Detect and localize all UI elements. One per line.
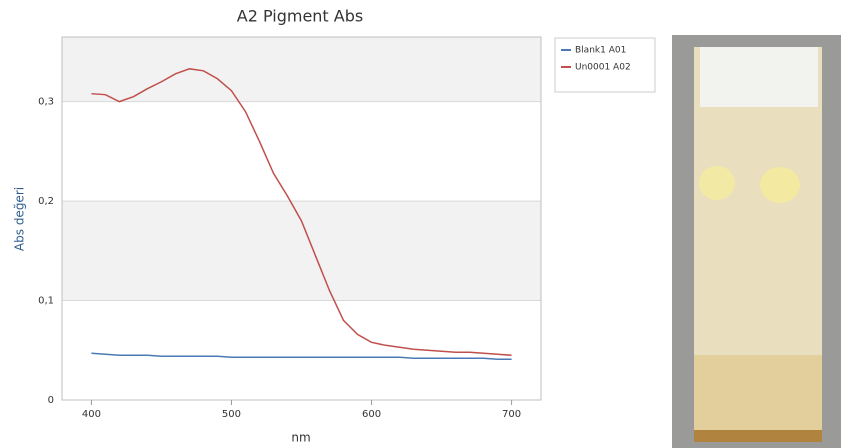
legend-label: Un0001 A02	[575, 63, 631, 73]
y-tick-label: 0	[48, 395, 54, 406]
y-tick-label: 0,1	[38, 296, 54, 307]
grid-band	[62, 37, 541, 102]
chart-title: A2 Pigment Abs	[237, 7, 363, 26]
x-tick-label: 600	[362, 409, 381, 420]
grid-band	[62, 201, 541, 300]
x-tick-label: 500	[222, 409, 241, 420]
plate-label	[700, 47, 818, 107]
spot	[760, 167, 800, 203]
page: {"chart_data": {"type": "line", "title":…	[0, 0, 841, 448]
sample-photo	[672, 35, 841, 448]
plate-bottom	[694, 355, 822, 442]
y-axis-label: Abs değeri	[13, 187, 27, 251]
spot	[699, 166, 735, 200]
chart: A2 Pigment Abs nm Abs değeri 0 0,1 0,2 0,3 4…	[0, 0, 660, 448]
x-tick-label: 700	[502, 409, 521, 420]
legend-label: Blank1 A01	[575, 46, 626, 56]
y-tick-label: 0,3	[38, 97, 54, 108]
plate-edge	[694, 430, 822, 442]
x-tick-label: 400	[82, 409, 101, 420]
x-axis-label: nm	[291, 431, 310, 445]
y-tick-label: 0,2	[38, 196, 54, 207]
